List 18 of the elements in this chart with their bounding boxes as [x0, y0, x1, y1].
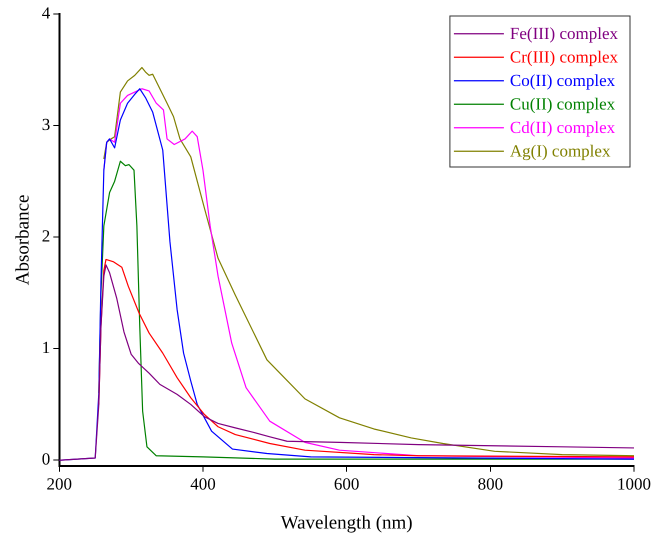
x-tick-label: 1000 [617, 474, 651, 494]
x-tick-label: 600 [334, 474, 360, 494]
legend-label: Fe(III) complex [510, 24, 618, 44]
y-tick-label: 4 [42, 3, 51, 22]
legend-label: Ag(I) complex [510, 142, 611, 161]
x-tick-label: 200 [46, 474, 72, 494]
legend-label: Cr(III) complex [510, 48, 618, 67]
y-tick-label: 1 [42, 338, 50, 358]
x-tick-label: 800 [478, 474, 504, 494]
legend-label: Cd(II) complex [510, 118, 616, 138]
x-tick-label: 400 [190, 474, 216, 494]
y-tick-label: 2 [42, 226, 50, 246]
legend-label: Co(II) complex [510, 71, 616, 90]
y-axis-title: Absorbance [12, 194, 34, 286]
y-tick-label: 0 [42, 450, 50, 469]
legend-label: Cu(II) complex [510, 94, 616, 114]
x-axis-title: Wavelength (nm) [280, 512, 413, 534]
y-tick-label: 3 [42, 115, 50, 134]
